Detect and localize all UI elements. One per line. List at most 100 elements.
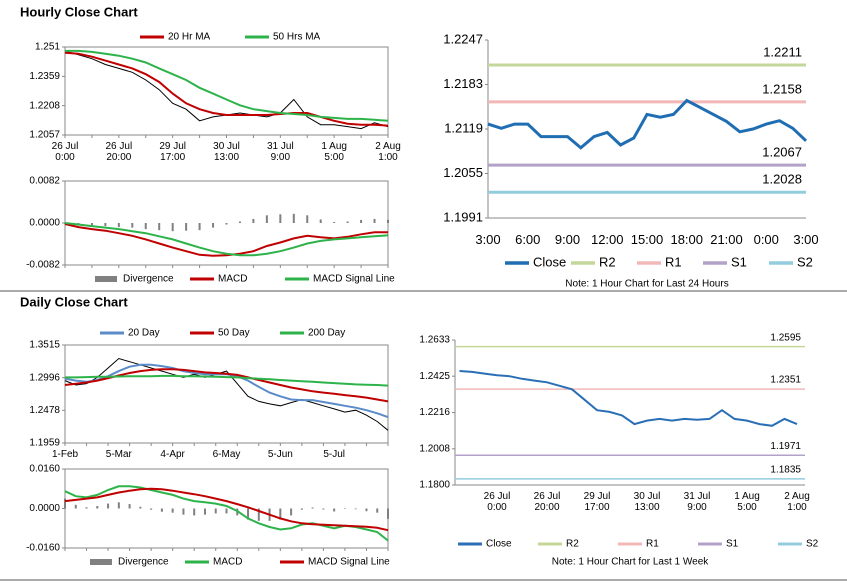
legend-label: Close (486, 539, 512, 550)
level-label: 1.2158 (762, 81, 802, 96)
series-line (459, 370, 798, 427)
divergence-bar (160, 508, 163, 512)
x-tick-label: 29 Jul 17:00 (159, 141, 186, 163)
divergence-bar (300, 508, 303, 510)
level-label: 1.2067 (762, 145, 802, 160)
divergence-bar (306, 215, 309, 223)
legend-label: MACD (218, 274, 247, 285)
chart: -0.0160 0.0000 0.0160 Divergence MACD MACD Si… (26, 464, 390, 568)
y-tick-label: 1.2183 (443, 76, 483, 91)
divergence-bar (319, 219, 322, 223)
x-tick-label: 2 Aug 1:00 (375, 141, 401, 163)
x-tick-label: 4-Apr (160, 449, 185, 460)
y-tick-label: 1.1800 (419, 480, 450, 491)
divergence-bar (322, 508, 325, 510)
series-line (64, 487, 389, 532)
x-tick-label: 6-May (212, 449, 241, 460)
level-label: 1.2211 (763, 44, 802, 59)
divergence-bar (225, 508, 228, 514)
legend-swatch (95, 276, 117, 282)
section-title: Daily Close Chart (20, 294, 128, 309)
y-tick-label: 1.1959 (29, 438, 60, 449)
x-tick-label: 31 Jul 9:00 (266, 141, 294, 163)
chart: 1.1959 1.2478 1.2996 1.3515 20 Day 50 Day 200 … (29, 328, 389, 449)
y-tick-label: 1.2055 (443, 165, 483, 180)
divergence-bar (247, 508, 250, 520)
divergence-bar (212, 223, 215, 228)
divergence-bar (193, 508, 196, 516)
x-tick-label: 5-Mar (105, 449, 132, 460)
note: Note: 1 Hour Chart for Last 1 Week (552, 557, 710, 568)
series-line (64, 222, 389, 257)
divergence-bar (171, 508, 174, 513)
x-tick-label: 29 Jul 17:00 (583, 491, 611, 513)
x-tick-label: 12:00 (590, 232, 624, 247)
x-tick-label: 26 Jul 20:00 (105, 141, 133, 163)
y-tick-label: 1.2359 (29, 71, 60, 82)
x-tick-label: 30 Jul 13:00 (213, 141, 240, 163)
divergence-bar (290, 508, 293, 516)
x-tick-label: 1 Aug 5:00 (321, 141, 347, 163)
x-tick-label: 6:00 (515, 232, 541, 247)
level-label: 1.2028 (762, 172, 802, 187)
divergence-bar (343, 508, 346, 509)
price-line (64, 357, 389, 431)
series-line (487, 98, 808, 150)
legend-label: R2 (599, 254, 616, 269)
y-tick-label: 1.2216 (419, 407, 450, 418)
x-tick-label: 3:00 (475, 232, 501, 247)
divergence-bar (214, 508, 217, 514)
y-tick-label: 0.0000 (29, 218, 60, 229)
series-line (64, 363, 389, 419)
divergence-bar (279, 508, 282, 520)
y-tick-label: 1.2057 (29, 130, 60, 141)
x-tick-label: 18:00 (670, 232, 704, 247)
divergence-bar (182, 508, 185, 515)
legend-label: 20 Day (128, 328, 160, 339)
legend-label: 20 Hr MA (168, 32, 211, 43)
legend-label: Divergence (118, 557, 169, 568)
divergence-bar (144, 223, 147, 230)
legend-swatch (90, 559, 112, 565)
legend-label: 200 Day (308, 328, 345, 339)
legend-label: S2 (806, 539, 819, 550)
note: Note: 1 Hour Chart for Last 24 Hours (565, 279, 728, 290)
divergence-bar (238, 221, 241, 223)
divergence-bar (171, 223, 174, 232)
divergence-bar (104, 223, 107, 227)
divergence-bar (387, 219, 389, 223)
level-label: 1.2351 (770, 375, 801, 386)
x-tick-label: 9:00 (554, 232, 581, 247)
y-tick-label: 1.3515 (29, 340, 60, 351)
divergence-bar (333, 221, 336, 223)
divergence-bar (346, 221, 349, 223)
y-tick-label: 1.251 (35, 42, 60, 53)
y-tick-label: 1.2008 (419, 443, 450, 454)
x-tick-label: 26 Jul 20:00 (533, 491, 561, 513)
divergence-bar (365, 508, 368, 512)
y-tick-label: 1.2247 (443, 31, 483, 46)
divergence-bar (373, 218, 376, 223)
legend-label: S1 (726, 539, 739, 550)
legend-label: MACD Signal Line (313, 274, 395, 285)
series-line (65, 49, 389, 122)
x-tick-label: 31 Jul 9:00 (683, 491, 711, 513)
level-label: 1.1971 (770, 441, 801, 452)
series-line (64, 485, 389, 542)
divergence-bar (139, 506, 142, 509)
divergence-bar (292, 213, 295, 223)
x-tick-label: 0:00 (753, 232, 779, 247)
divergence-bar (252, 218, 255, 223)
legend-label: 50 Day (218, 328, 250, 339)
divergence-bar (107, 503, 110, 509)
divergence-bar (387, 508, 389, 519)
series-line (65, 374, 389, 387)
legend-label: S2 (797, 254, 813, 269)
plot-frame (64, 344, 389, 444)
divergence-bar (90, 223, 93, 227)
level-label: 1.1835 (770, 465, 801, 476)
chart: -0.0082 0.0000 0.0082 Divergence MACD MACD Si… (26, 176, 395, 285)
y-tick-label: 1.2208 (29, 100, 60, 111)
